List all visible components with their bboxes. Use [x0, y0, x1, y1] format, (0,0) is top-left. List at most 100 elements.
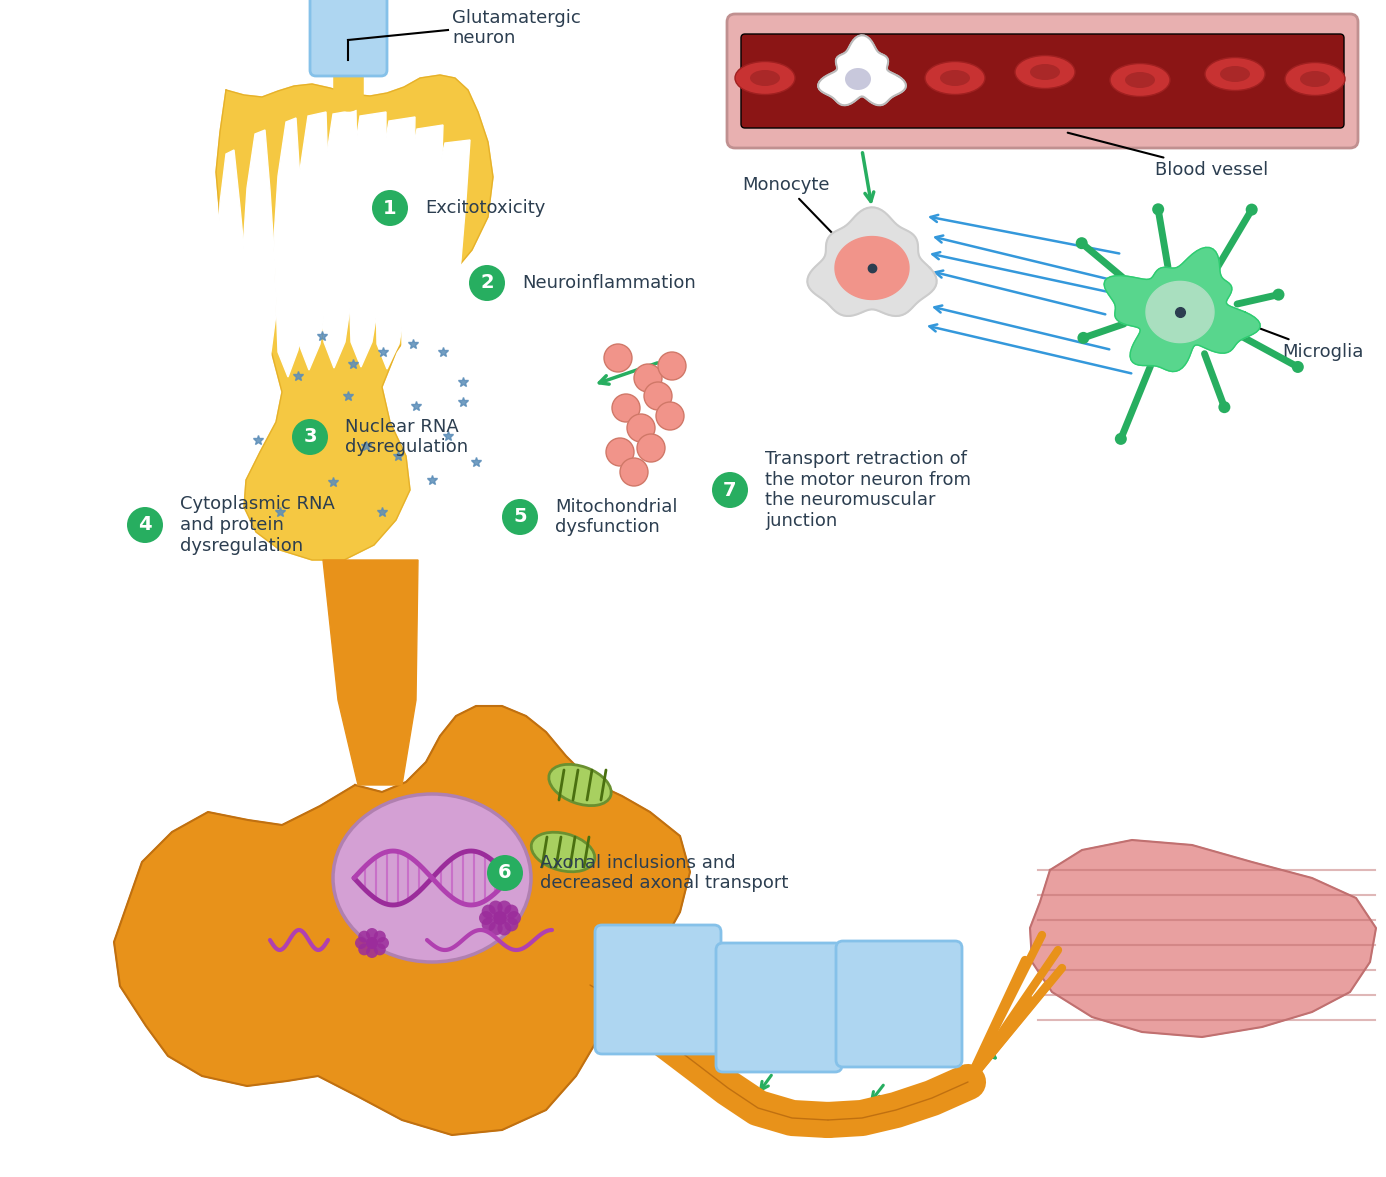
Text: Monocyte: Monocyte [742, 177, 836, 237]
Circle shape [633, 364, 663, 392]
FancyBboxPatch shape [728, 14, 1358, 148]
Text: Nuclear RNA
dysregulation: Nuclear RNA dysregulation [345, 418, 468, 457]
Text: Mitochondrial
dysfunction: Mitochondrial dysfunction [554, 498, 678, 537]
Circle shape [374, 931, 385, 943]
Circle shape [366, 946, 378, 958]
Ellipse shape [1030, 64, 1060, 80]
Polygon shape [274, 118, 305, 377]
Circle shape [377, 937, 389, 949]
Circle shape [498, 922, 511, 936]
Circle shape [498, 900, 511, 915]
Polygon shape [323, 560, 419, 785]
Ellipse shape [531, 832, 595, 872]
Circle shape [366, 937, 378, 949]
Polygon shape [807, 207, 937, 317]
Circle shape [358, 943, 370, 956]
Circle shape [355, 937, 367, 949]
Circle shape [505, 917, 518, 931]
Circle shape [366, 927, 378, 940]
Circle shape [626, 414, 656, 443]
Polygon shape [426, 140, 470, 383]
Polygon shape [1146, 281, 1214, 343]
Ellipse shape [333, 794, 531, 962]
Circle shape [358, 931, 370, 943]
Circle shape [712, 472, 748, 508]
Circle shape [606, 438, 633, 466]
Polygon shape [1030, 840, 1376, 1037]
Circle shape [656, 403, 685, 430]
Polygon shape [348, 112, 385, 367]
Ellipse shape [1110, 64, 1170, 97]
Text: 7: 7 [723, 480, 737, 499]
Circle shape [658, 352, 686, 380]
Circle shape [482, 917, 496, 931]
Ellipse shape [1125, 72, 1155, 88]
Text: 4: 4 [139, 516, 152, 534]
Circle shape [493, 911, 507, 925]
Text: 1: 1 [383, 199, 396, 218]
Ellipse shape [1220, 66, 1250, 82]
Circle shape [1246, 204, 1257, 215]
Circle shape [620, 458, 649, 486]
Polygon shape [297, 112, 328, 370]
Text: Microglia: Microglia [1250, 325, 1364, 361]
Ellipse shape [1204, 58, 1265, 91]
Text: Cytoplasmic RNA
and protein
dysregulation: Cytoplasmic RNA and protein dysregulatio… [180, 496, 335, 554]
Circle shape [482, 905, 496, 918]
Text: 6: 6 [498, 864, 511, 883]
Text: 3: 3 [304, 427, 317, 446]
Polygon shape [402, 125, 444, 374]
FancyBboxPatch shape [742, 34, 1344, 128]
Polygon shape [243, 129, 276, 387]
Circle shape [1077, 332, 1089, 344]
Circle shape [1152, 204, 1164, 215]
Circle shape [292, 419, 328, 455]
Circle shape [613, 394, 640, 423]
Polygon shape [1105, 247, 1260, 372]
Circle shape [644, 383, 672, 410]
Circle shape [128, 507, 164, 543]
Polygon shape [218, 149, 248, 398]
Ellipse shape [845, 68, 870, 89]
Polygon shape [322, 109, 358, 368]
Ellipse shape [735, 61, 796, 94]
Circle shape [489, 922, 503, 936]
Ellipse shape [1015, 55, 1076, 88]
Circle shape [638, 434, 665, 463]
Ellipse shape [940, 69, 970, 86]
Text: Neuroinflammation: Neuroinflammation [523, 274, 696, 292]
Ellipse shape [1300, 71, 1331, 87]
Circle shape [486, 855, 523, 891]
Circle shape [371, 189, 407, 226]
Polygon shape [376, 117, 414, 370]
Circle shape [604, 344, 632, 372]
Text: 5: 5 [513, 507, 527, 526]
Circle shape [502, 499, 538, 536]
Text: 2: 2 [480, 273, 493, 293]
Circle shape [505, 905, 518, 918]
Circle shape [489, 900, 503, 915]
Text: Transport retraction of
the motor neuron from
the neuromuscular
junction: Transport retraction of the motor neuron… [765, 450, 972, 530]
FancyBboxPatch shape [595, 925, 721, 1053]
Ellipse shape [750, 69, 780, 86]
Circle shape [1076, 238, 1088, 250]
Text: Excitotoxicity: Excitotoxicity [426, 199, 545, 217]
Circle shape [374, 943, 385, 956]
Ellipse shape [1285, 62, 1344, 95]
Circle shape [468, 265, 505, 301]
Circle shape [507, 911, 521, 925]
Circle shape [1272, 288, 1285, 300]
Ellipse shape [549, 764, 611, 805]
Circle shape [1218, 401, 1231, 413]
Ellipse shape [924, 61, 985, 94]
Circle shape [1114, 433, 1127, 445]
Text: Glutamatergic
neuron: Glutamatergic neuron [452, 8, 581, 47]
Polygon shape [114, 706, 690, 1135]
Text: Axonal inclusions and
decreased axonal transport: Axonal inclusions and decreased axonal t… [541, 853, 789, 892]
Text: Blood vessel: Blood vessel [1067, 133, 1268, 179]
FancyBboxPatch shape [310, 0, 387, 77]
Polygon shape [216, 75, 493, 560]
FancyBboxPatch shape [836, 940, 962, 1068]
Polygon shape [818, 35, 906, 105]
Polygon shape [834, 237, 909, 299]
